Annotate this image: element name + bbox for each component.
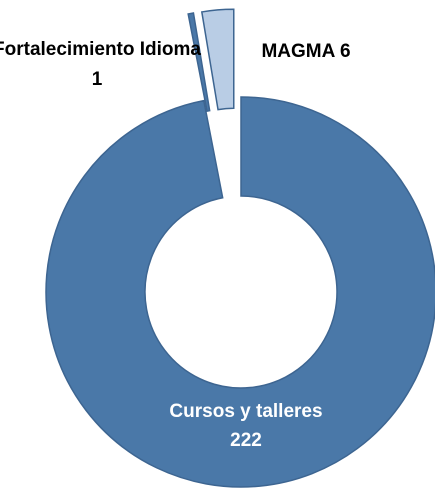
slice-name: Fortalecimiento Idioma bbox=[0, 39, 201, 60]
slice-name: Cursos y talleres bbox=[169, 401, 322, 422]
slice-value: 1 bbox=[92, 69, 103, 90]
slice-value: 222 bbox=[230, 430, 262, 451]
donut-slice bbox=[187, 12, 211, 113]
donut-slice bbox=[200, 8, 235, 111]
slice-value: 6 bbox=[340, 41, 351, 62]
slice-label: Fortalecimiento Idioma bbox=[0, 39, 201, 60]
slice-label: Cursos y talleres bbox=[169, 401, 322, 422]
donut-slice bbox=[45, 96, 435, 488]
slice-label: 222 bbox=[230, 430, 262, 451]
slice-label: MAGMA 6 bbox=[261, 41, 350, 62]
slice-name: MAGMA bbox=[261, 41, 335, 62]
slice-label: 1 bbox=[92, 69, 103, 90]
